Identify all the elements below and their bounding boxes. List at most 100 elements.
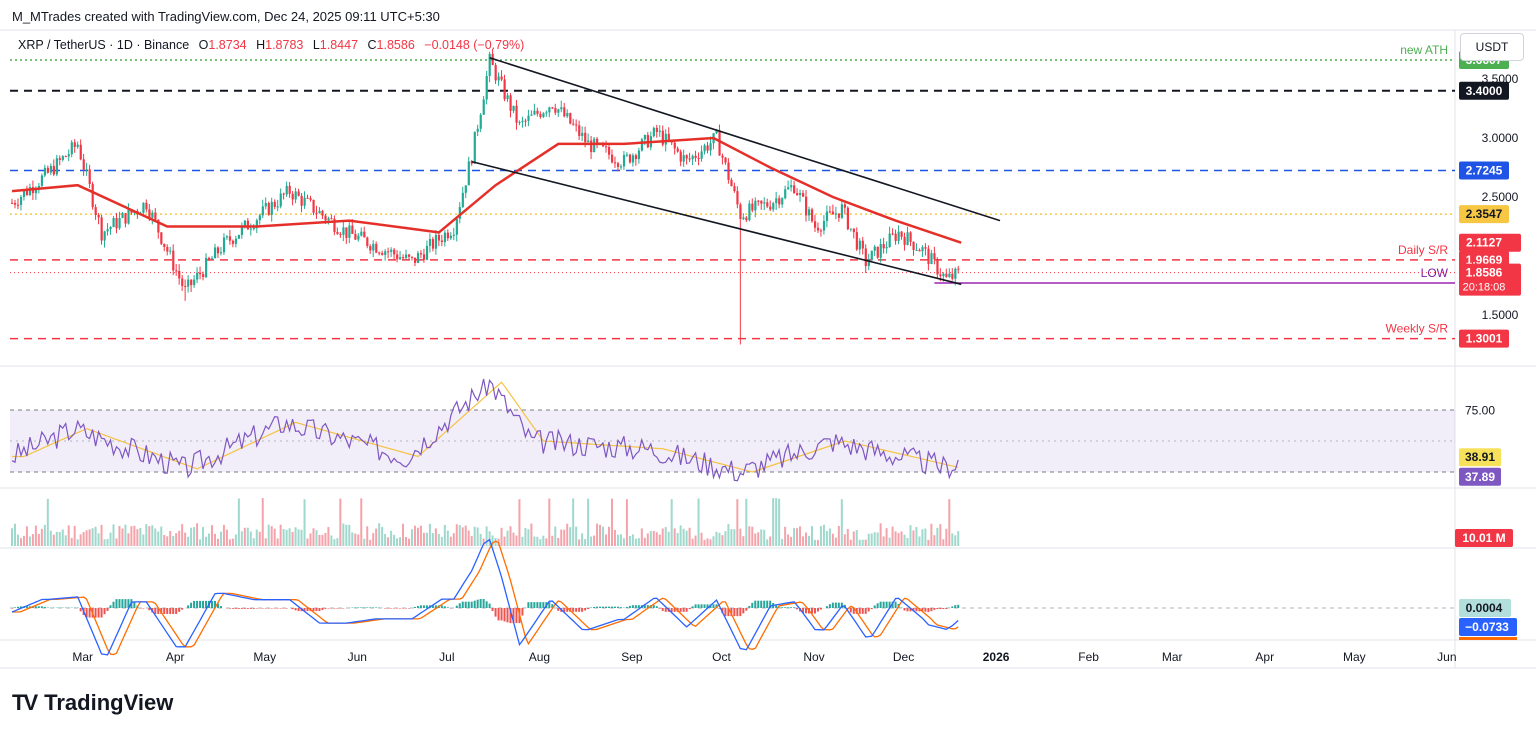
volume-bar	[70, 537, 73, 546]
macd-histogram-bar	[336, 608, 339, 609]
macd-histogram-bar	[333, 608, 336, 609]
volume-bar	[599, 524, 602, 546]
candle-body	[885, 247, 888, 249]
macd-histogram-bar	[745, 608, 748, 611]
candle-body	[273, 201, 276, 207]
price-label: 1.3001	[1466, 332, 1503, 346]
candle-body	[739, 204, 742, 220]
macd-signal-line	[12, 540, 959, 656]
volume-bar	[303, 499, 306, 546]
candle-body	[306, 197, 309, 199]
macd-histogram-bar	[402, 608, 405, 609]
candle-body	[554, 107, 557, 113]
macd-histogram-bar	[864, 608, 867, 614]
volume-bar	[566, 523, 569, 546]
volume-bar	[205, 536, 208, 546]
volume-bar	[616, 534, 619, 546]
candle-body	[616, 163, 620, 167]
volume-bar	[252, 538, 255, 546]
volume-bar	[43, 524, 46, 546]
macd-histogram-bar	[637, 605, 640, 608]
price-label-box	[1459, 161, 1509, 180]
macd-histogram-bar	[718, 608, 721, 609]
volume-bar	[813, 539, 816, 546]
volume-bar	[309, 533, 312, 546]
macd-histogram-bar	[694, 604, 697, 608]
macd-histogram-bar	[515, 608, 518, 624]
candle-body	[682, 155, 685, 162]
volume-bar	[408, 538, 411, 546]
volume-bar	[160, 526, 163, 546]
macd-histogram-bar	[643, 605, 646, 608]
volume-bar	[628, 535, 631, 546]
macd-histogram-bar	[658, 608, 661, 609]
macd-histogram-bar	[894, 601, 897, 608]
volume-bar	[613, 529, 616, 546]
macd-histogram-bar	[37, 606, 40, 608]
volume-bar	[697, 498, 700, 546]
macd-histogram-bar	[527, 602, 530, 608]
volume-bar	[249, 531, 252, 546]
volume-bar	[921, 529, 924, 546]
macd-histogram-bar	[467, 601, 470, 608]
volume-bar	[560, 529, 563, 546]
low-label: L	[312, 38, 320, 52]
candle-body	[160, 232, 163, 244]
rsi-tick-label: 75.00	[1465, 403, 1495, 417]
volume-bar	[216, 538, 219, 546]
macd-histogram-bar	[252, 608, 255, 609]
volume-bar	[840, 499, 843, 546]
symbol-name[interactable]: XRP / TetherUS · 1D · Binance	[18, 38, 190, 52]
volume-bar	[831, 533, 834, 546]
time-axis-label: Jun	[348, 650, 367, 664]
candle-body	[178, 270, 181, 279]
volume-bar	[512, 532, 515, 546]
macd-histogram-bar	[700, 604, 703, 608]
candle-body	[127, 209, 130, 224]
macd-histogram-bar	[103, 608, 106, 615]
macd-histogram-bar	[205, 600, 208, 608]
volume-bar	[55, 531, 58, 546]
volume-bar	[796, 528, 799, 546]
rsi-line	[11, 378, 959, 482]
volume-bar	[225, 529, 228, 546]
macd-histogram-bar	[112, 601, 115, 608]
macd-histogram-bar	[476, 599, 479, 608]
macd-histogram-bar	[196, 600, 199, 608]
volume-bar	[76, 539, 79, 546]
volume-bar	[428, 523, 431, 546]
candle-body	[757, 200, 760, 202]
candle-body	[727, 162, 730, 180]
candle-body	[237, 234, 241, 239]
candle-body	[210, 258, 214, 260]
candle-body	[294, 191, 297, 200]
candle-body	[778, 198, 781, 205]
candle-body	[831, 211, 835, 215]
macd-histogram-bar	[249, 608, 252, 609]
volume-bar	[94, 526, 97, 546]
candle-body	[545, 112, 548, 114]
volume-bar	[563, 529, 566, 546]
volume-bar	[658, 534, 661, 546]
brand-logo[interactable]: TV TradingView	[12, 690, 173, 716]
currency-button[interactable]: USDT	[1460, 33, 1524, 61]
volume-bar	[202, 527, 205, 546]
volume-bar	[258, 531, 261, 546]
volume-bar	[640, 528, 643, 546]
volume-bar	[121, 528, 124, 546]
candle-body	[837, 213, 841, 218]
macd-histogram-bar	[903, 608, 906, 611]
macd-histogram-bar	[697, 604, 700, 608]
volume-bar	[775, 498, 778, 546]
volume-bar	[82, 532, 85, 546]
macd-value: −0.0733	[1465, 620, 1509, 634]
macd-histogram-bar	[318, 608, 321, 612]
candle-body	[11, 202, 14, 204]
macd-histogram-bar	[142, 608, 145, 609]
candle-body	[784, 189, 787, 199]
candle-body	[637, 150, 641, 160]
candle-body	[375, 243, 378, 253]
volume-bar	[548, 498, 551, 546]
macd-histogram-bar	[613, 606, 616, 608]
macd-histogram-bar	[154, 608, 157, 614]
